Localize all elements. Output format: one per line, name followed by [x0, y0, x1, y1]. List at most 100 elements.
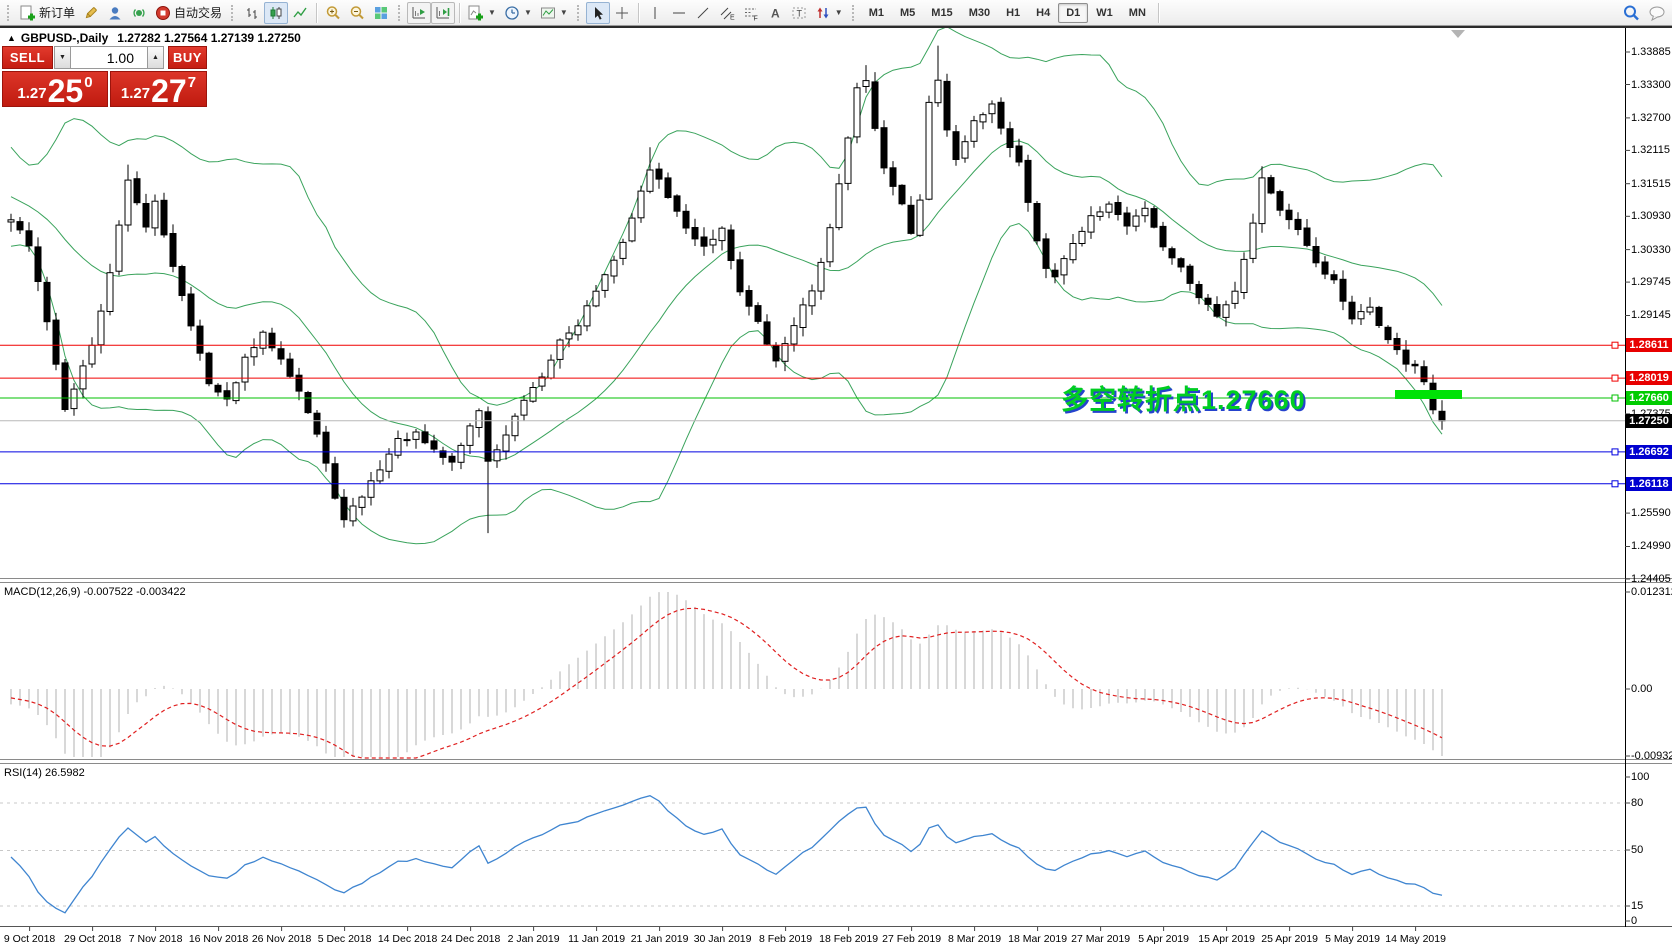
toolbar-grip[interactable] — [231, 4, 235, 21]
autotrading-button[interactable]: 自动交易 — [151, 2, 226, 24]
time-axis-label: 27 Feb 2019 — [882, 933, 942, 945]
price-axis-tick: 1.31515 — [1631, 177, 1671, 190]
chart-shift-button[interactable] — [431, 1, 456, 24]
templates-icon — [540, 5, 556, 21]
main-toolbar: 新订单 自动交易 ▼ ▼ ▼ E F A T ▼ M1 M5 M15 M30 H… — [0, 0, 1672, 26]
timeframe-mn[interactable]: MN — [1128, 6, 1146, 19]
volume-input[interactable] — [70, 46, 148, 69]
candlestick-chart-button[interactable] — [264, 1, 289, 24]
chat-bubble-icon — [1648, 4, 1666, 22]
timeframe-m1[interactable]: M1 — [868, 6, 884, 19]
buy-price-panel[interactable]: 1.27 27 7 — [110, 71, 207, 107]
timeframe-h1[interactable]: H1 — [1006, 6, 1021, 19]
macd-axis-tick: 0.012312 — [1631, 586, 1672, 598]
chevron-down-icon[interactable]: ▼ — [834, 8, 843, 17]
fibonacci-icon: F — [743, 5, 759, 21]
bar-chart-button[interactable] — [240, 2, 264, 24]
buy-button[interactable]: BUY — [168, 46, 207, 69]
tile-windows-button[interactable] — [369, 2, 393, 24]
toolbar-grip[interactable] — [7, 4, 11, 21]
label-tool-button[interactable]: T — [787, 2, 811, 24]
time-axis-label: 2 Jan 2019 — [507, 933, 560, 945]
autotrading-icon — [155, 5, 171, 21]
buy-price-pip: 7 — [187, 74, 197, 91]
indicators-icon — [468, 5, 484, 21]
volume-increase-button[interactable]: ▲ — [147, 46, 164, 69]
chevron-down-icon[interactable]: ▼ — [559, 8, 568, 17]
search-button[interactable] — [1618, 2, 1644, 24]
time-axis-label: 14 Dec 2018 — [377, 933, 438, 945]
rsi-panel-region[interactable] — [0, 764, 1625, 926]
timeframe-h4[interactable]: H4 — [1036, 6, 1051, 19]
zoom-out-button[interactable] — [345, 2, 369, 24]
time-axis-label: 18 Feb 2019 — [819, 933, 879, 945]
pivot-annotation: 多空转折点1.27660 — [1061, 385, 1306, 415]
crayon-button[interactable] — [79, 2, 103, 24]
caret-up-icon: ▲ — [152, 54, 159, 61]
chat-button[interactable] — [1644, 2, 1670, 24]
timeframe-d1[interactable]: D1 — [1058, 2, 1089, 23]
new-order-icon — [20, 5, 36, 21]
zoom-in-button[interactable] — [321, 2, 345, 24]
chevron-down-icon[interactable]: ▼ — [488, 8, 496, 17]
timeframe-w1[interactable]: W1 — [1096, 6, 1113, 19]
sell-button[interactable]: SELL — [2, 46, 53, 69]
arrow-objects-icon — [815, 5, 831, 21]
timeframe-m30[interactable]: M30 — [968, 6, 991, 19]
sell-price-pip: 0 — [84, 74, 93, 91]
profile-button[interactable] — [103, 2, 127, 24]
text-tool-button[interactable]: A — [763, 2, 787, 24]
arrows-tool-button[interactable]: ▼ — [811, 2, 847, 24]
price-chart-region[interactable] — [0, 28, 1625, 578]
cursor-button[interactable] — [585, 1, 610, 24]
timeframe-m15[interactable]: M15 — [931, 6, 953, 19]
zoom-out-icon — [349, 5, 365, 21]
chart-title: ▲ GBPUSD-,Daily 1.27282 1.27564 1.27139 1.… — [7, 31, 301, 45]
symbol-label: GBPUSD-,Daily — [20, 31, 109, 45]
timeframe-m5[interactable]: M5 — [900, 6, 916, 19]
price-axis-tick: 1.33300 — [1631, 78, 1671, 91]
collapse-arrow-icon[interactable]: ▲ — [7, 33, 16, 43]
channel-tool-button[interactable]: E — [715, 2, 739, 24]
toolbar-grip[interactable] — [851, 4, 856, 21]
price-level-badge: 1.27660 — [1626, 391, 1672, 406]
crosshair-button[interactable] — [610, 2, 634, 24]
fibonacci-tool-button[interactable]: F — [739, 2, 763, 24]
vertical-line-tool-button[interactable] — [643, 2, 667, 24]
time-axis-label: 9 Oct 2018 — [3, 933, 56, 945]
price-level-badge: 1.28019 — [1626, 371, 1672, 386]
autotrading-label: 自动交易 — [174, 6, 223, 20]
tile-windows-icon — [373, 5, 389, 21]
sell-price-panel[interactable]: 1.27 25 0 — [2, 71, 108, 107]
horizontal-line-tool-button[interactable] — [667, 2, 691, 24]
text-label-icon: T — [791, 5, 807, 21]
rsi-axis-tick: 0 — [1631, 915, 1638, 927]
time-axis-label: 8 Feb 2019 — [759, 933, 813, 945]
line-chart-icon — [292, 5, 308, 21]
signals-button[interactable] — [127, 2, 151, 24]
chart-shift-icon — [435, 5, 451, 21]
rsi-axis-tick: 15 — [1631, 900, 1644, 912]
price-axis-tick: 1.32115 — [1631, 144, 1670, 157]
profile-icon — [107, 5, 123, 21]
candlestick-chart-icon — [268, 5, 284, 21]
price-axis-tick: 1.25590 — [1631, 507, 1671, 520]
volume-decrease-button[interactable]: ▼ — [54, 46, 71, 69]
toolbar-grip[interactable] — [398, 4, 402, 21]
new-order-button[interactable]: 新订单 — [16, 2, 79, 24]
trendline-tool-button[interactable] — [691, 2, 715, 24]
svg-text:A: A — [771, 6, 780, 20]
trendline-icon — [695, 5, 711, 21]
macd-panel-region[interactable] — [0, 583, 1625, 759]
toolbar-grip[interactable] — [576, 4, 581, 21]
line-chart-button[interactable] — [288, 2, 312, 24]
periods-button[interactable]: ▼ — [500, 2, 536, 24]
indicators-button[interactable]: ▼ — [464, 2, 500, 24]
chevron-down-icon[interactable]: ▼ — [523, 8, 532, 17]
auto-scroll-icon — [411, 5, 427, 21]
templates-button[interactable]: ▼ — [536, 2, 572, 24]
time-axis-label: 11 Jan 2019 — [568, 933, 626, 945]
auto-scroll-button[interactable] — [407, 1, 432, 24]
